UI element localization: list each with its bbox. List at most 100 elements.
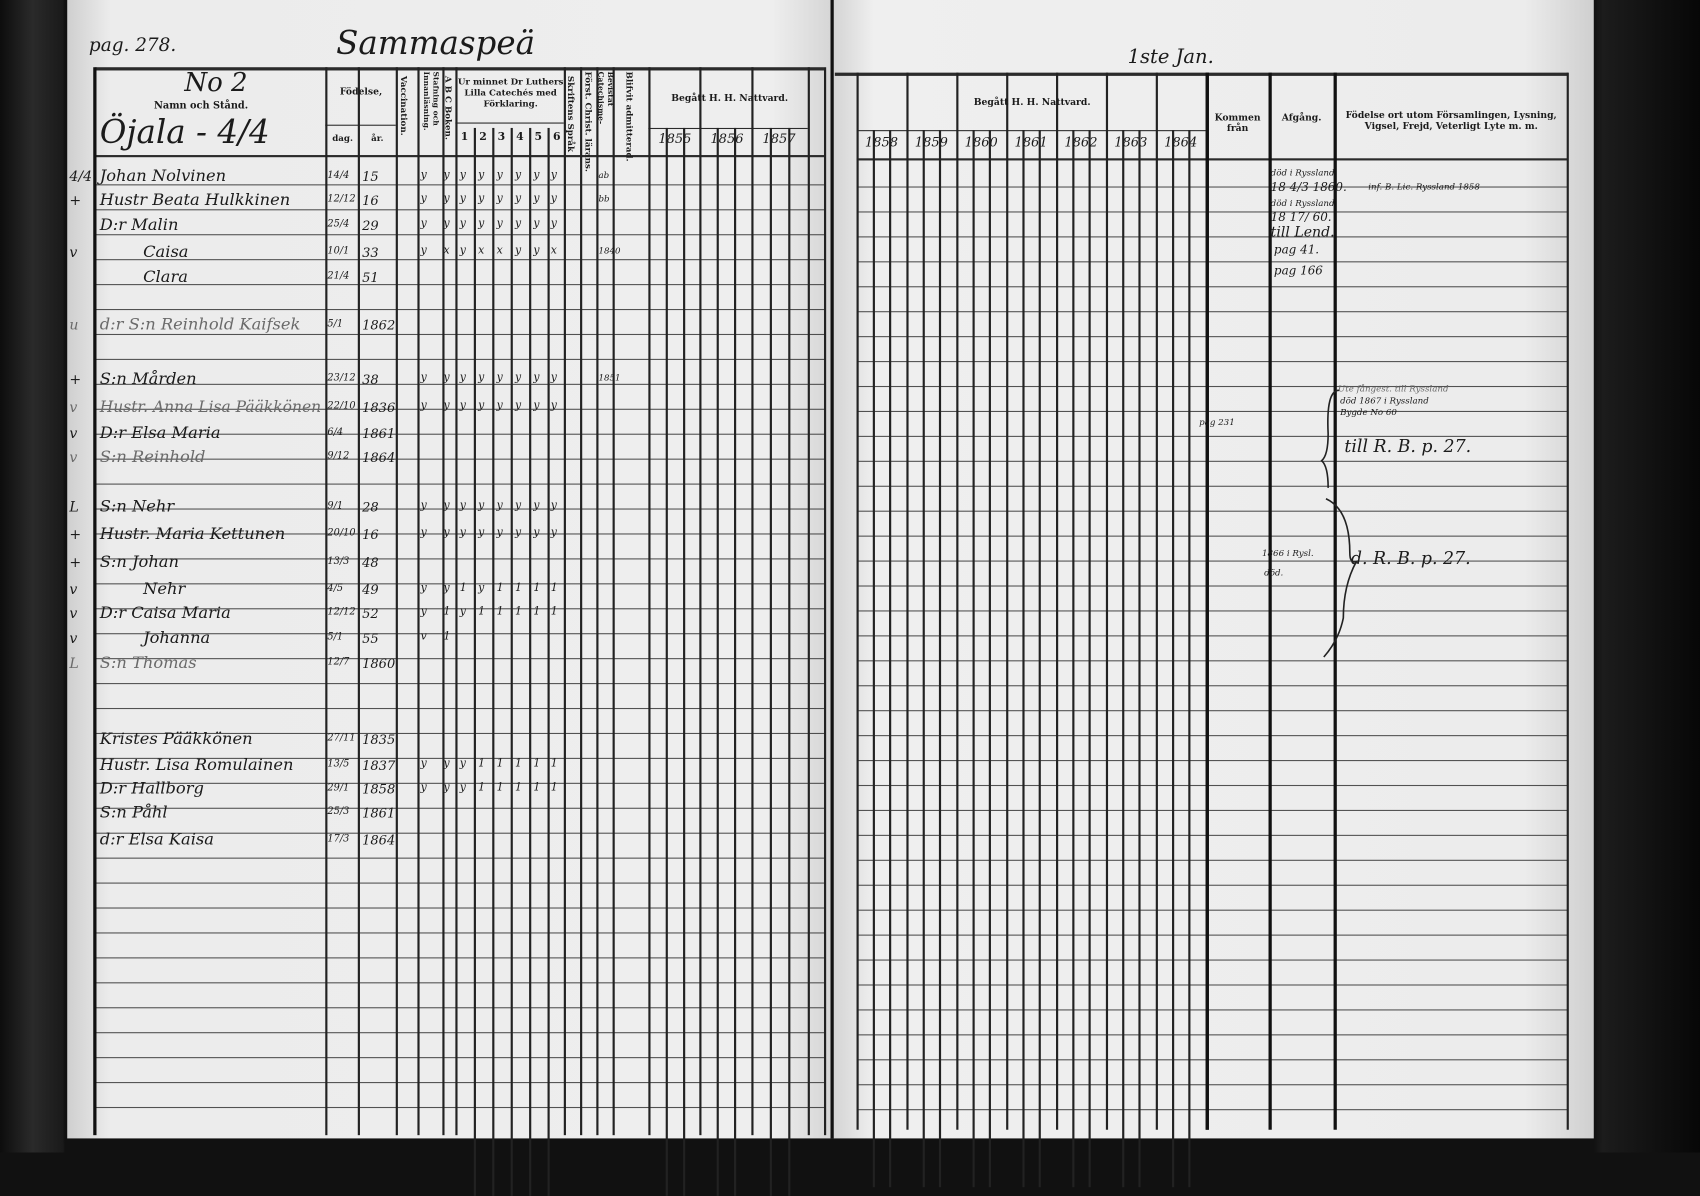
header-christian-doctrine: Först. Christ. lärans. xyxy=(583,71,595,172)
rule-line xyxy=(529,127,531,1196)
catechism-check: y xyxy=(514,371,522,384)
rule-line xyxy=(95,882,824,885)
rule-line xyxy=(1122,130,1124,1188)
header-vaccination: Vaccination. xyxy=(398,75,410,136)
rule-line xyxy=(856,1084,1568,1086)
catechism-check: 1 xyxy=(514,606,522,618)
catechism-check: y xyxy=(443,400,450,412)
header-communion-year: 1858 xyxy=(864,134,899,150)
catechism-check: y xyxy=(420,757,427,770)
rule-line xyxy=(93,67,97,1136)
catechism-check: y xyxy=(420,781,427,794)
rule-line xyxy=(612,67,615,1136)
rule-line xyxy=(95,857,824,860)
remark: d. R. B. p. 27. xyxy=(1350,547,1471,569)
rule-line xyxy=(856,510,1568,513)
birth-day: 14/4 xyxy=(327,170,350,182)
rule-line xyxy=(95,1007,824,1009)
admission-note: ab xyxy=(598,170,610,180)
header-catechism-part: 3 xyxy=(497,131,506,144)
rule-line xyxy=(95,583,824,585)
margin-mark: L xyxy=(69,499,79,517)
rule-line xyxy=(956,72,958,1130)
catechism-check: 1 xyxy=(496,606,504,618)
rule-line xyxy=(856,1009,1568,1011)
catechism-check: y xyxy=(478,371,485,384)
rule-line xyxy=(972,130,975,1188)
rule-line xyxy=(856,560,1568,563)
page-reference: pag. 278. xyxy=(88,34,177,57)
catechism-check: y xyxy=(550,400,557,412)
rule-line xyxy=(95,483,824,486)
rule-line xyxy=(856,1034,1568,1036)
rule-line xyxy=(1205,72,1209,1130)
rule-line xyxy=(95,707,824,710)
rule-line xyxy=(856,710,1568,712)
catechism-check: y xyxy=(443,499,450,512)
rule-line xyxy=(938,130,941,1188)
person-name: Clara xyxy=(143,266,188,287)
catechism-check: y xyxy=(459,606,466,618)
rule-line xyxy=(95,508,824,510)
catechism-check: 1 xyxy=(478,781,486,794)
catechism-check: y xyxy=(443,757,450,770)
rule-line xyxy=(95,259,824,261)
rule-line xyxy=(95,433,824,436)
birth-day: 12/12 xyxy=(327,194,356,205)
rule-line xyxy=(95,284,824,286)
catechism-check: 1 xyxy=(533,582,541,595)
rule-line xyxy=(95,234,824,236)
catechism-check: y xyxy=(443,192,450,205)
bracket-marks xyxy=(1320,389,1359,658)
remark: Ute fångest. till Ryssland xyxy=(1337,383,1449,394)
header-catechism-part: 1 xyxy=(460,131,469,144)
person-name: Caisa xyxy=(143,241,189,262)
rule-line xyxy=(95,209,824,211)
house-number: No 2 xyxy=(184,67,248,98)
rule-line xyxy=(95,782,824,785)
rule-line xyxy=(563,67,566,1136)
rule-line xyxy=(856,186,1568,188)
catechism-check: y xyxy=(443,217,450,230)
header-communion-year: 1855 xyxy=(658,131,692,147)
rule-line xyxy=(95,358,824,361)
catechism-check: x xyxy=(496,245,503,257)
birth-year: 51 xyxy=(362,269,379,286)
rule-line xyxy=(1172,130,1174,1188)
catechism-check: 1 xyxy=(550,582,558,595)
catechism-check: y xyxy=(443,526,450,539)
header-birth-day: dag. xyxy=(332,132,353,144)
rule-line xyxy=(1268,72,1272,1130)
birth-day: 10/1 xyxy=(327,246,350,257)
header-reading: Stafning och Innanläsning. xyxy=(421,71,442,131)
rule-line xyxy=(95,683,824,685)
right-page xyxy=(830,0,1594,1139)
birth-day: 5/1 xyxy=(327,632,344,643)
departure-ref: pag 166 xyxy=(1273,263,1323,278)
birth-year: 1861 xyxy=(362,426,396,442)
catechism-check: y xyxy=(459,192,466,205)
catechism-check: x xyxy=(443,245,450,257)
margin-mark: + xyxy=(69,526,82,544)
rule-line xyxy=(856,859,1568,862)
left-page xyxy=(67,0,831,1139)
birth-year: 1864 xyxy=(362,449,396,466)
rule-line xyxy=(856,460,1568,463)
person-name: Johanna xyxy=(143,627,211,648)
rule-line xyxy=(95,558,824,560)
rule-line xyxy=(856,959,1568,962)
catechism-check: y xyxy=(420,526,427,539)
header-abc-book: A B C Boken. xyxy=(443,75,455,140)
departure-note: död i Ryssland xyxy=(1270,168,1335,178)
rule-line xyxy=(95,155,824,158)
catechism-check: y xyxy=(514,217,522,230)
rule-line xyxy=(95,1057,824,1059)
rule-line xyxy=(856,635,1568,637)
birth-day: 29/1 xyxy=(327,782,350,794)
person-name: Nehr xyxy=(143,578,186,599)
catechism-check: 1 xyxy=(550,606,558,618)
birth-day: 6/4 xyxy=(327,427,344,439)
birth-day: 12/12 xyxy=(327,607,356,618)
header-birth: Födelse, xyxy=(339,86,383,98)
header-departure: Afgång. xyxy=(1281,112,1322,124)
